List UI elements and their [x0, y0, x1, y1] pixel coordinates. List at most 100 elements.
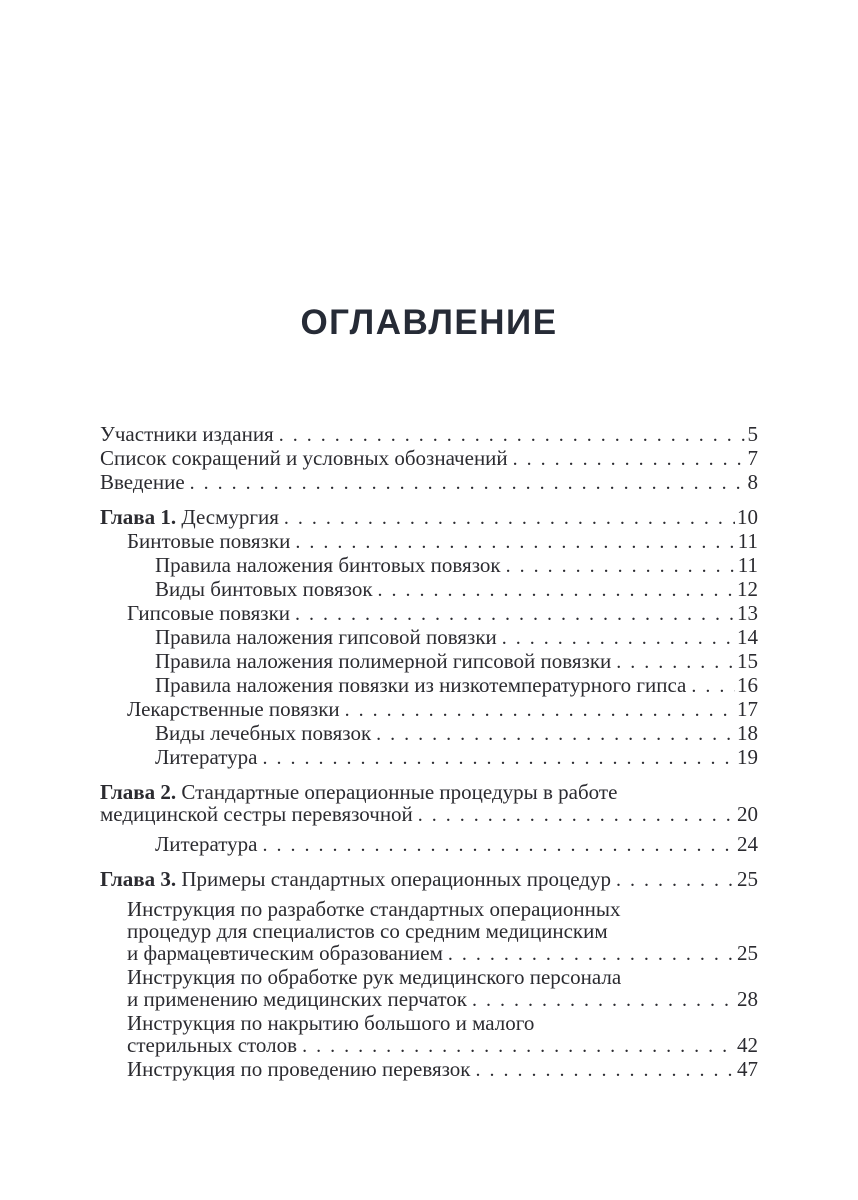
- page-number: 11: [737, 529, 758, 553]
- dot-leader: [284, 506, 735, 528]
- toc-entry-line: стерильных столов 42: [127, 1034, 758, 1056]
- chapter-prefix: Глава 1.: [100, 505, 182, 529]
- toc-entry-line: Глава 1. Десмургия 10: [100, 506, 758, 528]
- toc-entry-line: и применению медицинских перчаток 28: [127, 988, 758, 1010]
- page-number: 8: [747, 470, 759, 494]
- page-number: 11: [737, 553, 758, 577]
- page-number: 17: [737, 697, 758, 721]
- page-number: 25: [737, 867, 758, 891]
- dot-leader: [418, 803, 735, 825]
- toc-entry: Правила наложения полимерной гипсовой по…: [155, 650, 758, 672]
- toc-entry-text: Глава 1. Десмургия: [100, 505, 279, 529]
- toc-entry-text: процедур для специалистов со средним мед…: [127, 919, 608, 943]
- toc-entry-text: Литература: [155, 745, 258, 769]
- toc-entry: Виды бинтовых повязок 12: [155, 578, 758, 600]
- toc-entry-text: Бинтовые повязки: [127, 529, 291, 553]
- toc-entry-chapter: Глава 2. Стандартные операционные процед…: [100, 781, 758, 825]
- toc-entry: Правила наложения бинтовых повязок 11: [155, 554, 758, 576]
- toc-entry-line: Правила наложения бинтовых повязок 11: [155, 554, 758, 576]
- toc-entry-line: Инструкция по накрытию большого и малого: [127, 1012, 758, 1034]
- toc-entry-line: Бинтовые повязки 11: [127, 530, 758, 552]
- toc-entry-chapter: Глава 1. Десмургия 10: [100, 506, 758, 528]
- toc-entry-line: и фармацевтическим образованием 25: [127, 942, 758, 964]
- toc-entry-line: Участники издания 5: [100, 423, 758, 445]
- dot-leader: [476, 1058, 735, 1080]
- page-number: 12: [737, 577, 758, 601]
- toc-entry-line: Список сокращений и условных обозначений…: [100, 447, 758, 469]
- dot-leader: [345, 698, 735, 720]
- dot-leader: [506, 554, 736, 576]
- toc-entry-text: Глава 2. Стандартные операционные процед…: [100, 780, 618, 804]
- toc-entry-line: Глава 2. Стандартные операционные процед…: [100, 781, 758, 803]
- toc-entry-text: Инструкция по обработке рук медицинского…: [127, 965, 622, 989]
- dot-leader: [472, 988, 735, 1010]
- toc-entry: Правила наложения повязки из низкотемпер…: [155, 674, 758, 696]
- toc-entry-text: Инструкция по разработке стандартных опе…: [127, 897, 621, 921]
- page-number: 18: [737, 721, 758, 745]
- page-number: 25: [737, 941, 758, 965]
- page-number: 42: [737, 1033, 758, 1057]
- toc-entry-text: Виды бинтовых повязок: [155, 577, 373, 601]
- toc-entry-text: Виды лечебных повязок: [155, 721, 372, 745]
- dot-leader: [376, 722, 735, 744]
- toc-entry-text: Лекарственные повязки: [127, 697, 340, 721]
- toc-entry-line: Лекарственные повязки 17: [127, 698, 758, 720]
- dot-leader: [513, 447, 746, 469]
- toc-entry-text: Правила наложения гипсовой повязки: [155, 625, 497, 649]
- dot-leader: [295, 602, 735, 624]
- toc-entry-line: Инструкция по проведению перевязок 47: [127, 1058, 758, 1080]
- page-number: 16: [737, 673, 758, 697]
- toc-entry: Бинтовые повязки 11: [127, 530, 758, 552]
- dot-leader: [616, 868, 735, 890]
- toc-entry-text: медицинской сестры перевязочной: [100, 802, 413, 826]
- dot-leader: [691, 674, 735, 696]
- page-number: 5: [747, 422, 759, 446]
- toc-entry-text: стерильных столов: [127, 1033, 298, 1057]
- page-number: 47: [737, 1057, 758, 1081]
- toc-entry-line: Инструкция по обработке рук медицинского…: [127, 966, 758, 988]
- toc-entry-line: Гипсовые повязки 13: [127, 602, 758, 624]
- toc-entry-text: Правила наложения повязки из низкотемпер…: [155, 673, 687, 697]
- toc-entry-line: Правила наложения гипсовой повязки 14: [155, 626, 758, 648]
- toc-entry-text: Введение: [100, 470, 185, 494]
- dot-leader: [502, 626, 735, 648]
- toc-entry-text: Участники издания: [100, 422, 274, 446]
- toc-entry: Инструкция по накрытию большого и малого…: [127, 1012, 758, 1056]
- page-number: 19: [737, 745, 758, 769]
- page-number: 24: [737, 832, 758, 856]
- toc-entry: Введение 8: [100, 471, 758, 493]
- toc-entry-line: Виды лечебных повязок 18: [155, 722, 758, 744]
- toc-entry: Инструкция по проведению перевязок 47: [127, 1058, 758, 1080]
- toc-entry-line: Введение 8: [100, 471, 758, 493]
- dot-leader: [262, 746, 735, 768]
- page-number: 10: [737, 505, 758, 529]
- page-number: 14: [737, 625, 758, 649]
- toc-entry-line: Глава 3. Примеры стандартных операционны…: [100, 868, 758, 890]
- dot-leader: [378, 578, 735, 600]
- toc-entry-text: Правила наложения полимерной гипсовой по…: [155, 649, 612, 673]
- toc-entry-text: и применению медицинских перчаток: [127, 987, 468, 1011]
- toc-entry: Литература 19: [155, 746, 758, 768]
- toc-entry: Список сокращений и условных обозначений…: [100, 447, 758, 469]
- toc-entry: Правила наложения гипсовой повязки 14: [155, 626, 758, 648]
- toc-entry: Инструкция по разработке стандартных опе…: [127, 898, 758, 964]
- page-number: 15: [737, 649, 758, 673]
- toc-entry-text: Список сокращений и условных обозначений: [100, 446, 508, 470]
- toc-entry: Виды лечебных повязок 18: [155, 722, 758, 744]
- toc-entry-text: Инструкция по накрытию большого и малого: [127, 1011, 535, 1035]
- dot-leader: [279, 423, 746, 445]
- toc-entry: Инструкция по обработке рук медицинского…: [127, 966, 758, 1010]
- page-number: 28: [737, 987, 758, 1011]
- dot-leader: [448, 942, 735, 964]
- dot-leader: [302, 1034, 735, 1056]
- toc-entry-line: Литература 19: [155, 746, 758, 768]
- toc-entry-line: Правила наложения полимерной гипсовой по…: [155, 650, 758, 672]
- toc-entry-line: процедур для специалистов со средним мед…: [127, 920, 758, 942]
- dot-leader: [295, 530, 735, 552]
- toc-entry-text: Инструкция по проведению перевязок: [127, 1057, 471, 1081]
- dot-leader: [616, 650, 735, 672]
- dot-leader: [262, 833, 735, 855]
- toc-entry-line: Правила наложения повязки из низкотемпер…: [155, 674, 758, 696]
- page-number: 13: [737, 601, 758, 625]
